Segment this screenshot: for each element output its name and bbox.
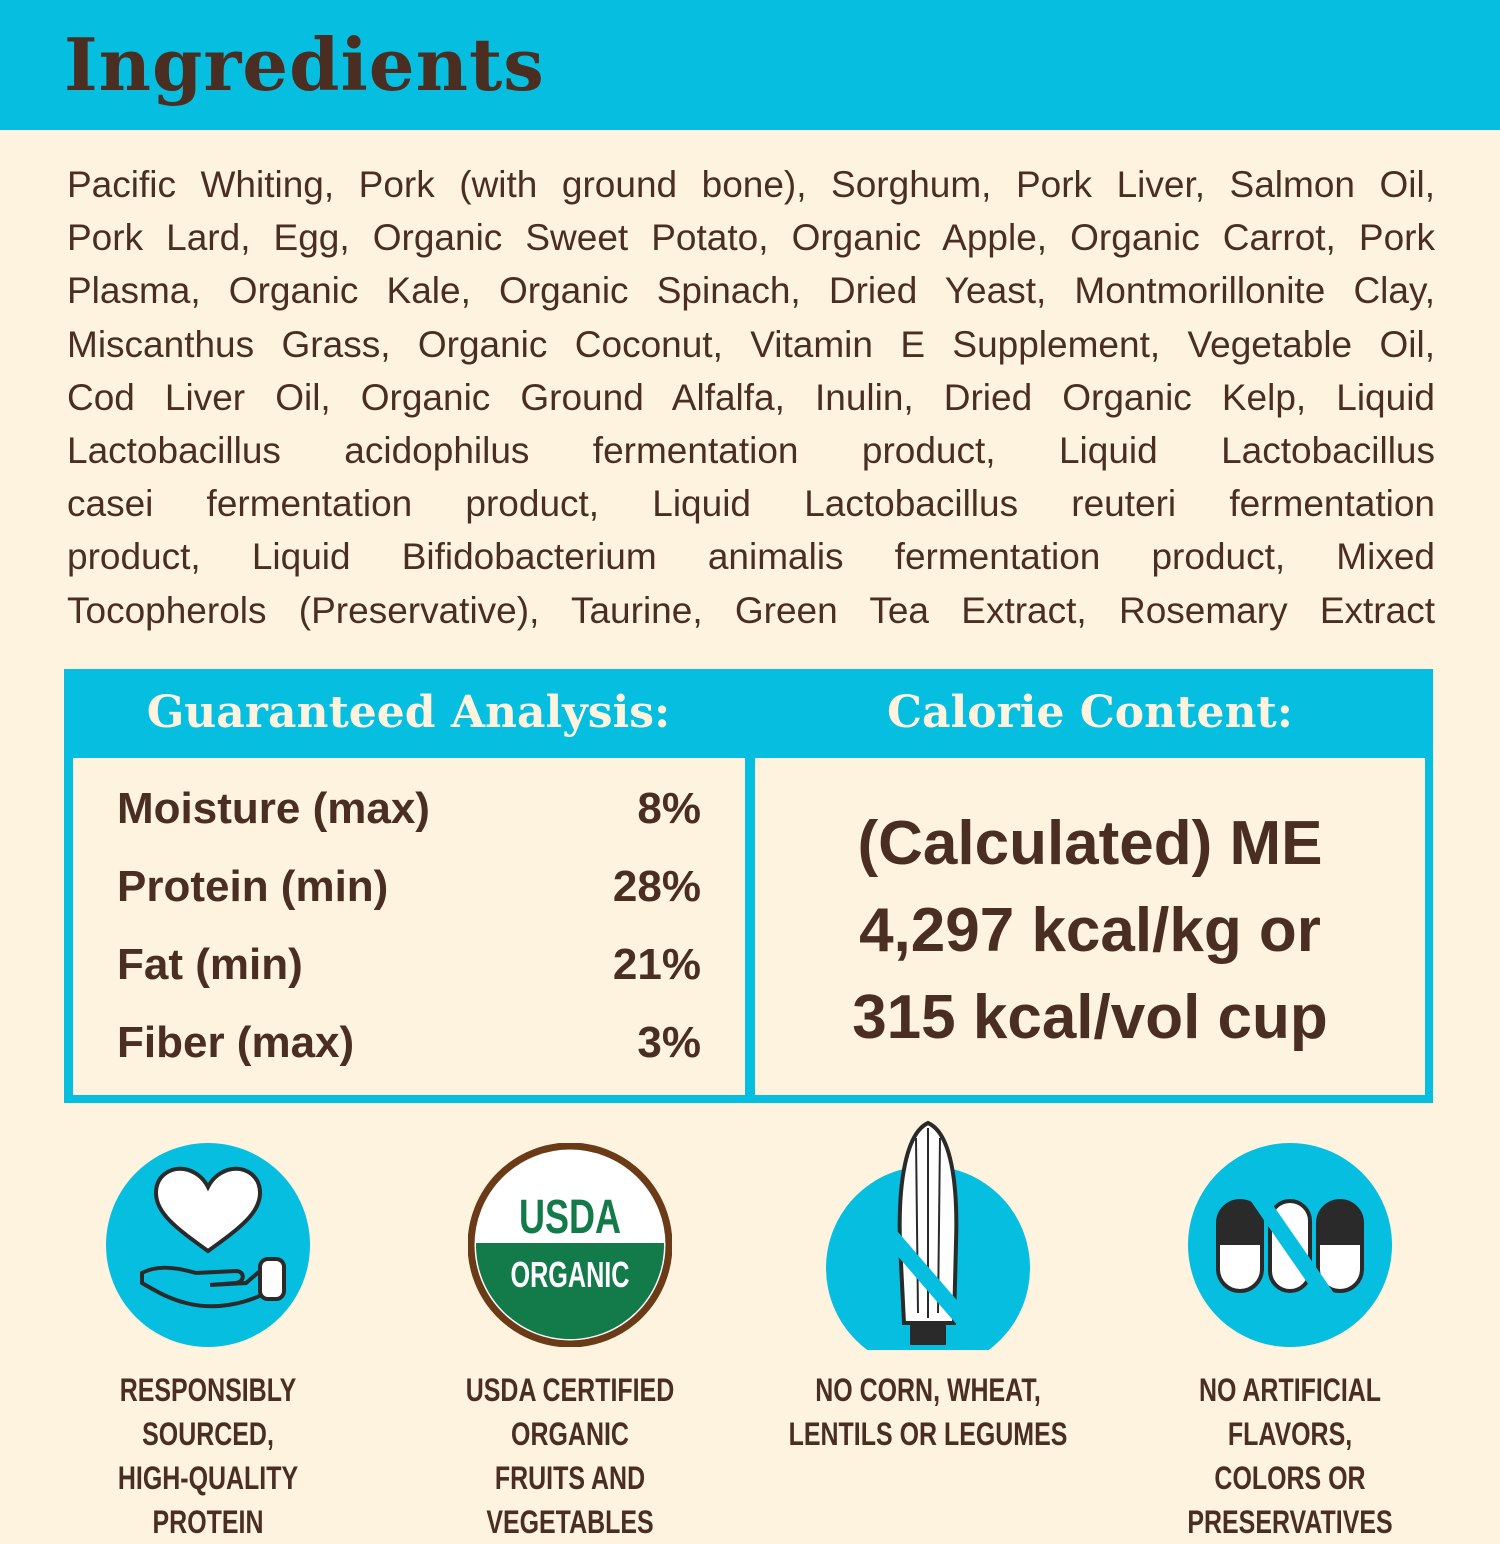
ingredients-line: Cod Liver Oil, Organic Ground Alfalfa, I…	[67, 376, 1435, 418]
calorie-panel: (Calculated) ME 4,297 kcal/kg or 315 kca…	[755, 758, 1425, 1095]
badge-label-line: COLORS OR PRESERVATIVES	[1187, 1460, 1393, 1540]
calorie-line: (Calculated) ME	[857, 809, 1323, 878]
badge-label-line: RESPONSIBLY SOURCED,	[119, 1372, 297, 1452]
calorie-line: 315 kcal/vol cup	[852, 983, 1328, 1052]
ingredients-line: Pacific Whiting, Pork (with ground bone)…	[67, 164, 1435, 205]
analysis-value: 8%	[637, 784, 701, 833]
analysis-row: Fat (min) 21%	[117, 940, 701, 990]
page-title: Ingredients	[64, 22, 545, 107]
ingredients-line: Tocopherols (Preservative), Taurine, Gre…	[67, 589, 1435, 631]
analysis-heading: Guaranteed Analysis:	[146, 687, 671, 738]
analysis-row: Protein (min) 28%	[117, 862, 701, 912]
analysis-value: 21%	[612, 940, 701, 989]
ingredients-line: Pork Lard, Egg, Organic Sweet Potato, Or…	[67, 217, 1435, 259]
header-bar: Ingredients	[0, 0, 1500, 130]
calorie-text: (Calculated) ME 4,297 kcal/kg or 315 kca…	[755, 800, 1425, 1061]
usda-organic-seal: USDA ORGANIC	[468, 1143, 672, 1347]
nutrition-box: Guaranteed Analysis: Calorie Content: Mo…	[64, 669, 1433, 1103]
seal-text-organic: ORGANIC	[511, 1255, 630, 1296]
calorie-line: 4,297 kcal/kg or	[859, 896, 1321, 965]
ingredients-list: Pacific Whiting, Pork (with ground bone)…	[67, 158, 1435, 637]
analysis-value: 3%	[637, 1018, 701, 1067]
analysis-label: Fat (min)	[117, 940, 303, 989]
badge-label-line: FRUITS AND VEGETABLES	[486, 1460, 654, 1540]
no-corn-icon	[826, 1120, 1030, 1350]
ingredients-line: product, Liquid Bifidobacterium animalis…	[67, 536, 1435, 578]
analysis-label: Moisture (max)	[117, 784, 430, 833]
badge-label: USDA CERTIFIED ORGANIC FRUITS AND VEGETAB…	[422, 1368, 718, 1544]
badge-label: RESPONSIBLY SOURCED, HIGH-QUALITY PROTEIN	[60, 1368, 356, 1544]
ingredients-line: Lactobacillus acidophilus fermentation p…	[67, 429, 1435, 471]
badge-label: NO CORN, WHEAT, LENTILS OR LEGUMES	[780, 1368, 1076, 1456]
badge-label-line: USDA CERTIFIED ORGANIC	[465, 1372, 675, 1452]
no-capsules-icon	[1188, 1143, 1392, 1347]
analysis-label: Fiber (max)	[117, 1018, 355, 1067]
ingredients-line: Miscanthus Grass, Organic Coconut, Vitam…	[67, 323, 1435, 365]
heart-hand-icon	[106, 1143, 310, 1347]
seal-text-usda: USDA	[519, 1190, 621, 1243]
calorie-heading: Calorie Content:	[886, 687, 1294, 738]
ingredients-line: Plasma, Organic Kale, Organic Spinach, D…	[67, 270, 1435, 312]
badge-label-line: HIGH-QUALITY PROTEIN	[117, 1460, 299, 1540]
analysis-row: Fiber (max) 3%	[117, 1018, 701, 1068]
ingredients-line: casei fermentation product, Liquid Lacto…	[67, 483, 1435, 525]
badge-label-line: NO CORN, WHEAT,	[815, 1372, 1041, 1408]
badge-label-line: NO ARTIFICIAL FLAVORS,	[1198, 1372, 1382, 1452]
badge-label: NO ARTIFICIAL FLAVORS, COLORS OR PRESERVA…	[1142, 1368, 1438, 1544]
analysis-row: Moisture (max) 8%	[117, 784, 701, 834]
badge-label-line: LENTILS OR LEGUMES	[788, 1416, 1068, 1452]
analysis-table: Moisture (max) 8% Protein (min) 28% Fat (m…	[73, 758, 745, 1095]
analysis-value: 28%	[612, 862, 701, 911]
analysis-label: Protein (min)	[117, 862, 389, 911]
